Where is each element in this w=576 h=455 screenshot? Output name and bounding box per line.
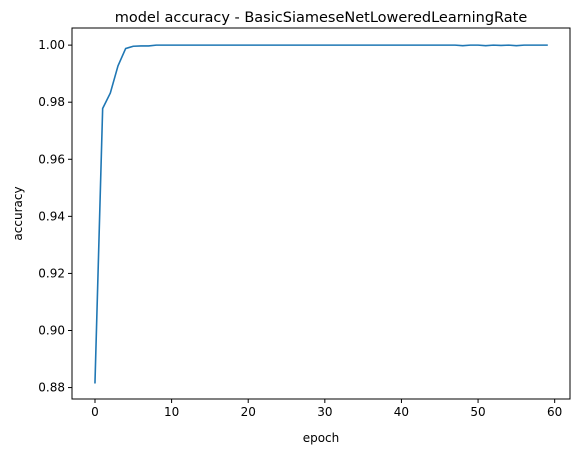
y-tick-label: 0.98 bbox=[38, 95, 65, 109]
chart-title: model accuracy - BasicSiameseNetLoweredL… bbox=[115, 10, 528, 26]
y-axis-label: accuracy bbox=[11, 186, 25, 240]
y-tick-label: 0.92 bbox=[38, 266, 65, 280]
y-tick-label: 0.88 bbox=[38, 381, 65, 395]
y-tick-label: 0.90 bbox=[38, 324, 65, 338]
plot-area bbox=[72, 28, 570, 399]
x-tick-label: 30 bbox=[317, 405, 332, 419]
y-axis: 0.88 0.90 0.92 0.94 0.96 0.98 1.00 bbox=[38, 38, 72, 395]
x-tick-label: 40 bbox=[394, 405, 409, 419]
x-axis-label: epoch bbox=[303, 431, 340, 445]
x-tick-label: 50 bbox=[470, 405, 485, 419]
y-tick-label: 1.00 bbox=[38, 38, 65, 52]
x-axis: 0 10 20 30 40 50 60 bbox=[91, 399, 562, 419]
y-tick-label: 0.96 bbox=[38, 152, 65, 166]
x-tick-label: 0 bbox=[91, 405, 99, 419]
series-layer bbox=[94, 44, 548, 384]
x-tick-label: 10 bbox=[164, 405, 179, 419]
plot-frame bbox=[71, 27, 571, 400]
x-tick-label: 20 bbox=[241, 405, 256, 419]
y-tick-label: 0.94 bbox=[38, 209, 65, 223]
x-tick-label: 60 bbox=[547, 405, 562, 419]
accuracy-series-line bbox=[94, 44, 548, 384]
